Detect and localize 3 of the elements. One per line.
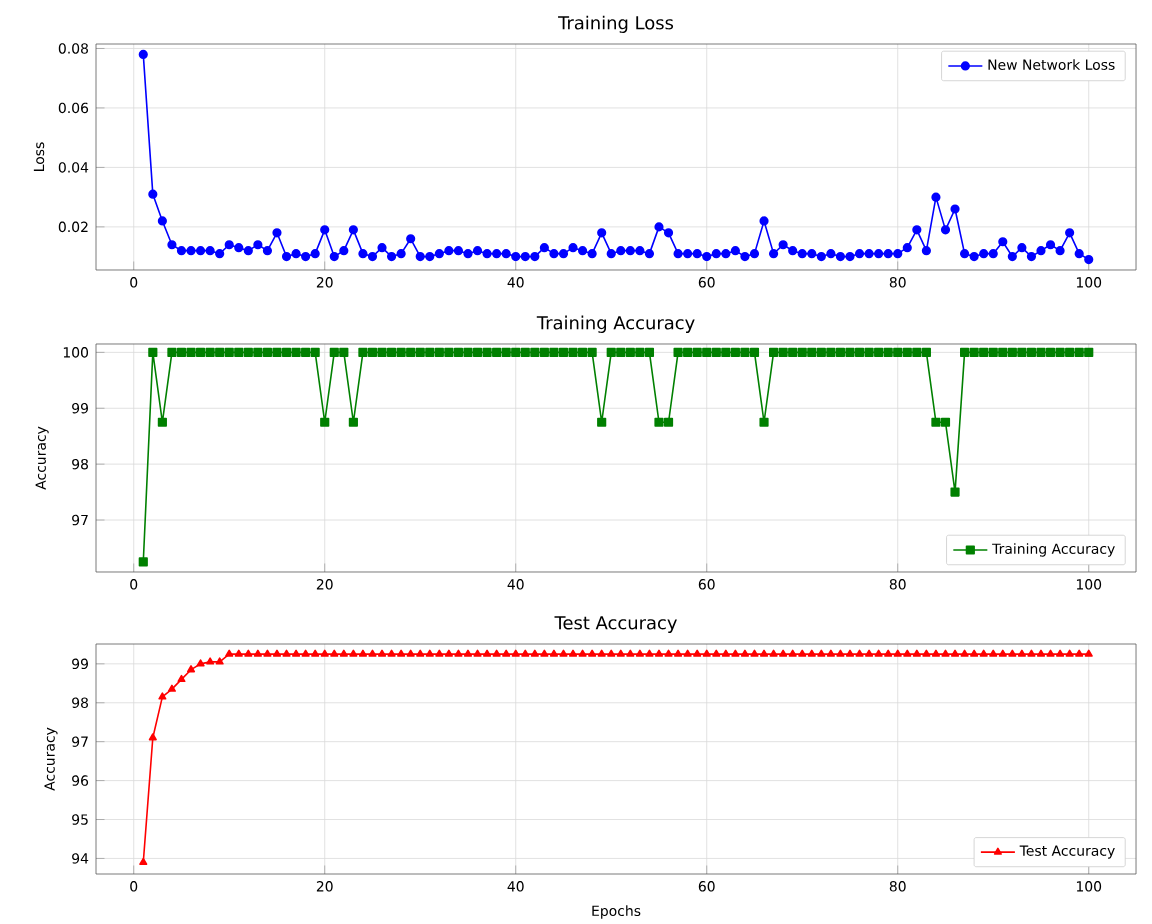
chart-title: Training Loss	[558, 15, 674, 33]
chart-title: Test Accuracy	[554, 616, 677, 633]
chart-title: Training Accuracy	[536, 315, 695, 333]
